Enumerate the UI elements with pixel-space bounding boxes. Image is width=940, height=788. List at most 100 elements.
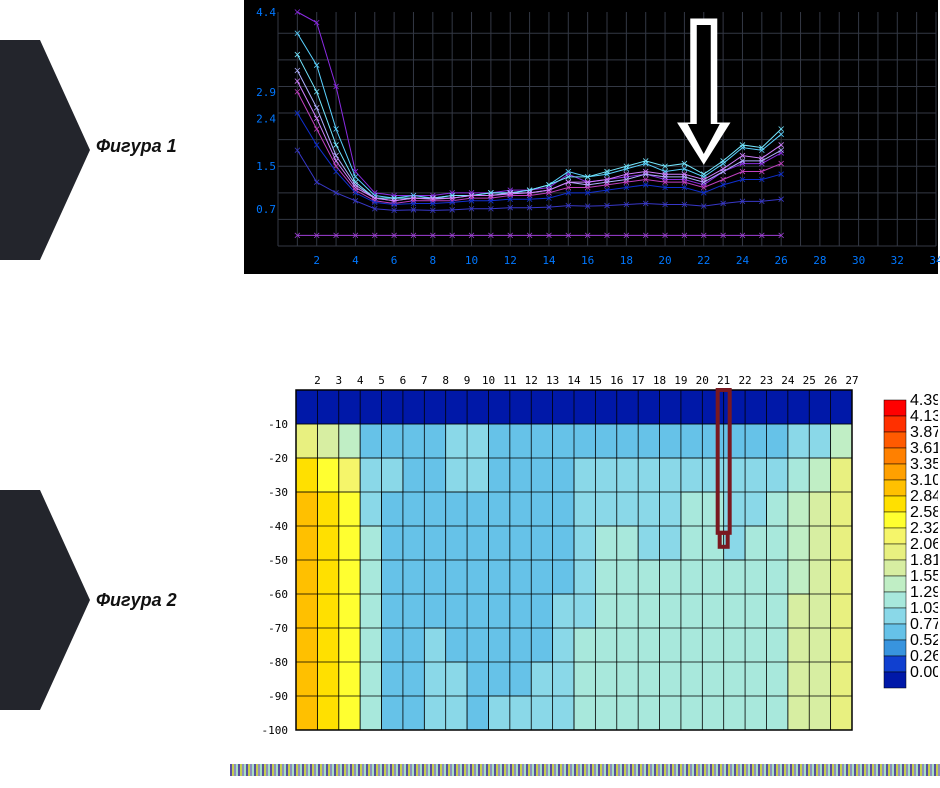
heat-cell [382,390,404,425]
heat-cell [766,696,788,731]
heat-cell [317,390,339,425]
legend-swatch [884,624,906,640]
arrow-shape [0,490,90,710]
heat-cell [809,390,831,425]
heat-cell [467,696,489,731]
heat-cell [510,662,532,697]
heat-cell [339,458,361,493]
heat-cell [531,458,553,493]
heat-cell [296,560,318,595]
legend-tick: 1.55 [910,568,938,585]
heat-cell [403,662,425,697]
heat-cell [360,492,382,527]
heat-cell [510,424,532,459]
heat-cell [745,424,767,459]
heat-cell [510,594,532,629]
legend-swatch [884,432,906,448]
chart1-ytick: 2.4 [256,112,276,125]
heat-cell [488,390,510,425]
heat-cell [531,662,553,697]
legend-tick: 3.87 [910,424,938,441]
chart1-xtick: 14 [542,254,556,267]
heat-cell [595,696,617,731]
heat-cell [745,696,767,731]
heat-cell [702,492,724,527]
heat-cell [488,662,510,697]
heat-cell [702,424,724,459]
chart2-xtick: 9 [464,374,471,387]
legend-tick: 0.26 [910,648,938,665]
chart2-ytick: -100 [262,724,289,737]
heat-cell [724,458,746,493]
heat-cell [339,390,361,425]
heat-cell [745,526,767,561]
heat-cell [809,458,831,493]
heat-cell [638,526,660,561]
heat-cell [317,458,339,493]
heat-cell [681,458,703,493]
heat-cell [638,560,660,595]
heat-cell [595,662,617,697]
heat-cell [574,628,596,663]
heat-cell [766,662,788,697]
heat-cell [660,526,682,561]
legend-tick: 1.81 [910,552,938,569]
legend-tick: 4.13 [910,408,938,425]
heat-cell [488,492,510,527]
heat-cell [788,594,810,629]
chart1-xtick: 6 [391,254,398,267]
heat-cell [382,424,404,459]
heat-cell [702,594,724,629]
heat-cell [382,696,404,731]
heat-cell [809,628,831,663]
heat-cell [617,492,639,527]
heat-cell [574,458,596,493]
heat-cell [446,662,468,697]
heat-cell [467,662,489,697]
chart1-xtick: 8 [430,254,437,267]
heat-cell [339,662,361,697]
chart2-ytick: -10 [268,418,288,431]
heat-cell [424,390,446,425]
heat-cell [296,458,318,493]
heat-cell [553,458,575,493]
legend-tick: 4.39 [910,392,938,409]
heat-cell [595,492,617,527]
heat-cell [745,458,767,493]
heat-cell [339,560,361,595]
heat-cell [660,662,682,697]
heat-cell [702,628,724,663]
chart1-xtick: 20 [658,254,671,267]
chart2-heatmap: 2345678910111213141516171819202122232425… [244,370,938,754]
heat-cell [617,560,639,595]
legend-swatch [884,480,906,496]
heat-cell [831,696,853,731]
heat-cell [766,526,788,561]
heat-cell [745,560,767,595]
legend-tick: 2.06 [910,536,938,553]
heat-cell [831,560,853,595]
heat-cell [296,594,318,629]
heat-cell [595,424,617,459]
chart1-xtick: 4 [352,254,359,267]
heat-cell [446,560,468,595]
heat-cell [724,390,746,425]
heat-cell [681,424,703,459]
heat-cell [382,628,404,663]
heat-cell [574,526,596,561]
heat-cell [702,696,724,731]
chart2-xtick: 10 [482,374,495,387]
heat-cell [788,696,810,731]
heat-cell [488,628,510,663]
chart2-ytick: -90 [268,690,288,703]
heat-cell [488,458,510,493]
heat-cell [745,492,767,527]
legend-tick: 2.84 [910,488,938,505]
heat-cell [488,696,510,731]
heat-cell [360,662,382,697]
heat-cell [403,594,425,629]
heat-cell [510,526,532,561]
heat-cell [574,492,596,527]
chart2-xtick: 27 [845,374,858,387]
legend-tick: 3.10 [910,472,938,489]
